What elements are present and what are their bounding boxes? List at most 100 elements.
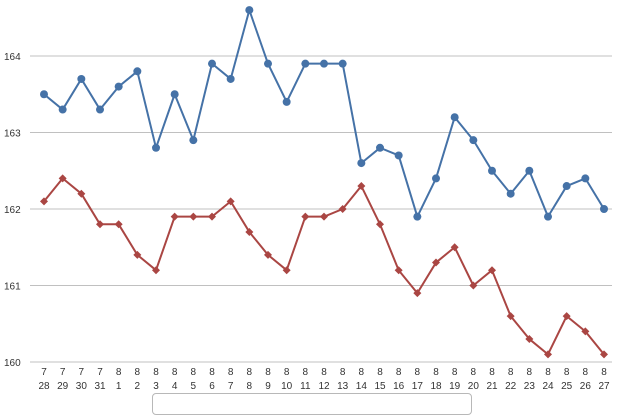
data-point: [357, 182, 366, 191]
data-point: [600, 205, 608, 213]
data-point: [562, 312, 571, 321]
x-tick-month: 8: [601, 367, 607, 378]
x-tick-month: 8: [489, 367, 495, 378]
data-point: [432, 258, 440, 267]
x-tick-day: 10: [281, 381, 293, 392]
data-point: [450, 113, 459, 122]
x-tick-month: 8: [153, 367, 159, 378]
data-point: [357, 159, 366, 168]
y-tick-label: 160: [4, 358, 21, 369]
data-point: [544, 350, 552, 359]
x-tick-day: 1: [116, 381, 122, 392]
x-tick-month: 8: [247, 367, 253, 378]
x-tick-month: 8: [471, 367, 477, 378]
x-tick-month: 8: [116, 367, 122, 378]
x-tick-day: 11: [300, 381, 311, 392]
x-tick-day: 31: [94, 381, 106, 392]
data-point: [170, 90, 179, 99]
series-line-1: [43, 9, 605, 218]
x-tick-month: 8: [415, 367, 421, 378]
data-point: [282, 266, 291, 275]
data-point: [544, 212, 552, 221]
x-tick-day: 24: [542, 381, 554, 392]
data-point: [469, 136, 478, 145]
x-tick-month: 8: [396, 367, 402, 378]
data-point: [114, 82, 123, 91]
data-point: [338, 205, 347, 213]
y-axis-ticks: 164 163 162 161 160: [4, 52, 21, 369]
data-point: [170, 212, 179, 221]
data-point: [581, 327, 590, 336]
x-tick-day: 21: [486, 381, 498, 392]
data-point: [320, 59, 328, 68]
x-tick-day: 20: [468, 381, 480, 392]
x-tick-day: 13: [337, 381, 349, 392]
x-tick-month: 8: [209, 367, 215, 378]
data-point: [506, 189, 515, 198]
x-tick-month: 7: [79, 367, 85, 378]
data-point: [133, 250, 142, 259]
data-point: [525, 335, 534, 344]
data-point: [301, 59, 310, 68]
y-tick-label: 161: [4, 282, 21, 293]
x-tick-day: 30: [76, 381, 88, 392]
data-point: [506, 312, 515, 321]
data-point: [245, 227, 254, 236]
x-tick-month: 8: [172, 367, 178, 378]
x-tick-day: 9: [265, 381, 271, 392]
x-tick-month: 8: [377, 367, 383, 378]
x-tick-day: 14: [356, 381, 368, 392]
data-point: [226, 197, 235, 206]
data-point: [189, 212, 198, 221]
data-point: [245, 6, 254, 15]
data-point: [58, 105, 67, 114]
x-tick-day: 2: [135, 381, 141, 392]
x-tick-day: 29: [57, 381, 69, 392]
y-tick-label: 163: [4, 129, 21, 140]
data-point: [320, 212, 328, 221]
data-point: [394, 266, 403, 275]
x-tick-month: 7: [60, 367, 66, 378]
x-tick-day: 8: [247, 381, 253, 392]
x-tick-month: 8: [265, 367, 271, 378]
x-tick-month: 8: [303, 367, 309, 378]
x-tick-month: 8: [433, 367, 439, 378]
x-tick-month: 8: [191, 367, 197, 378]
data-point: [562, 182, 571, 191]
x-tick-month: 8: [583, 367, 589, 378]
x-tick-day: 3: [153, 381, 159, 392]
data-point: [525, 166, 534, 175]
data-point: [114, 220, 123, 229]
x-tick-day: 27: [598, 381, 610, 392]
data-point: [264, 59, 272, 68]
data-point: [413, 212, 422, 221]
x-tick-month: 8: [321, 367, 327, 378]
data-point: [581, 174, 590, 183]
series-group: [40, 6, 608, 359]
series-line-2: [43, 177, 605, 356]
x-tick-month: 8: [228, 367, 234, 378]
data-point: [77, 74, 86, 83]
data-point: [488, 266, 496, 275]
data-point: [264, 250, 272, 259]
data-point: [413, 289, 422, 298]
x-tick-day: 6: [209, 381, 215, 392]
data-point: [394, 151, 403, 160]
data-point: [40, 197, 48, 206]
data-point: [226, 74, 235, 83]
data-point: [600, 350, 608, 359]
data-point: [133, 67, 142, 76]
x-tick-month: 8: [545, 367, 551, 378]
x-tick-day: 23: [524, 381, 536, 392]
x-tick-month: 8: [508, 367, 514, 378]
x-tick-day: 12: [318, 381, 330, 392]
x-tick-day: 17: [412, 381, 424, 392]
data-point: [96, 105, 104, 114]
data-point: [338, 59, 347, 68]
x-tick-month: 7: [41, 367, 47, 378]
x-axis-ticks: 7287297307318182838485868788898108118128…: [38, 367, 610, 392]
data-point: [301, 212, 310, 221]
data-point: [282, 97, 291, 106]
data-point: [96, 220, 104, 229]
